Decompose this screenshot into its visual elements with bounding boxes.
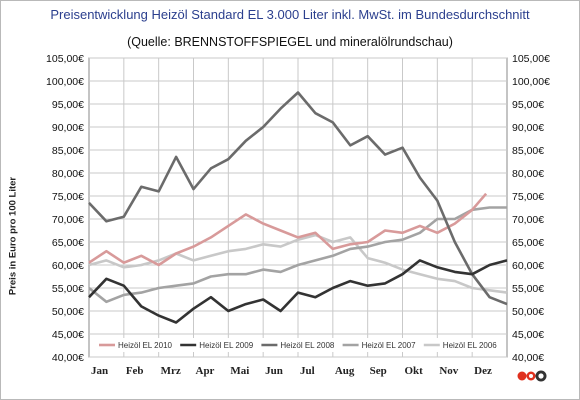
y-tick-label-left: 50,00€ — [52, 306, 84, 318]
y-tick-label-left: 70,00€ — [52, 214, 84, 226]
series-lines — [88, 91, 508, 324]
x-tick-label: Jul — [300, 365, 315, 377]
x-tick-label: Dez — [474, 365, 492, 377]
y-tick-label-left: 40,00€ — [52, 352, 84, 364]
series-line-3 — [88, 206, 507, 304]
legend-background — [95, 338, 501, 352]
series-line-1 — [88, 259, 508, 324]
y-tick-label-left: 95,00€ — [52, 99, 84, 111]
y-tick-label-right: 45,00€ — [512, 329, 544, 341]
y-tick-label-right: 105,00€ — [512, 53, 550, 65]
y-tick-label-right: 75,00€ — [512, 191, 544, 203]
x-tick-label: Jan — [91, 365, 108, 377]
x-tick-label: Mrz — [161, 365, 181, 377]
x-tick-label: Okt — [405, 365, 424, 377]
y-tick-label-left: 80,00€ — [52, 168, 84, 180]
y-tick-label-right: 80,00€ — [512, 168, 544, 180]
y-tick-label-right: 60,00€ — [512, 260, 544, 272]
y-tick-label-right: 40,00€ — [512, 352, 544, 364]
x-tick-label: Apr — [196, 365, 215, 377]
y-tick-label-left: 45,00€ — [52, 329, 84, 341]
x-tick-labels: Jan Feb Mrz Apr Mai Jun Jul Aug Sep Okt Nov Dez — [91, 365, 492, 377]
legend-label: Heizöl EL 2008 — [280, 341, 335, 350]
y-tick-label-right: 100,00€ — [512, 76, 550, 88]
y-tick-label-right: 65,00€ — [512, 237, 544, 249]
x-tick-label: Nov — [439, 365, 458, 377]
legend: Heizöl EL 2010 Heizöl EL 2009 Heizöl EL 20… — [95, 338, 501, 352]
y-tick-label-right: 50,00€ — [512, 306, 544, 318]
legend-label: Heizöl EL 2010 — [118, 341, 173, 350]
y-tick-label-right: 70,00€ — [512, 214, 544, 226]
chart-subtitle: (Quelle: BRENNSTOFFSPIEGEL und mineralöl… — [127, 35, 453, 49]
y-tick-label-left: 55,00€ — [52, 283, 84, 295]
y-tick-label-left: 90,00€ — [52, 122, 84, 134]
x-tick-label: Aug — [335, 365, 355, 377]
y-tick-labels-right: 40,00€ 45,00€ 50,00€ 55,00€ 60,00€ 65,00€ 70,0… — [512, 53, 550, 364]
y-tick-label-left: 65,00€ — [52, 237, 84, 249]
series-line-4 — [88, 233, 508, 294]
x-tick-label: Mai — [230, 365, 249, 377]
brennstoffspiegel-logo-icon — [517, 370, 547, 382]
y-tick-label-left: 85,00€ — [52, 145, 84, 157]
y-tick-label-right: 55,00€ — [512, 283, 544, 295]
x-tick-label: Jun — [265, 365, 283, 377]
legend-label: Heizöl EL 2007 — [362, 341, 417, 350]
y-tick-label-left: 105,00€ — [46, 53, 84, 65]
y-tick-label-right: 85,00€ — [512, 145, 544, 157]
series-line-0 — [88, 192, 488, 267]
y-tick-labels-left: 40,00€ 45,00€ 50,00€ 55,00€ 60,00€ 65,00€ 70,0… — [46, 53, 84, 364]
x-tick-label: Sep — [370, 365, 387, 377]
y-tick-label-left: 100,00€ — [46, 76, 84, 88]
y-tick-label-right: 90,00€ — [512, 122, 544, 134]
legend-label: Heizöl EL 2006 — [443, 341, 498, 350]
y-tick-label-left: 75,00€ — [52, 191, 84, 203]
y-tick-label-left: 60,00€ — [52, 260, 84, 272]
chart-title: Preisentwicklung Heizöl Standard EL 3.00… — [50, 7, 530, 22]
legend-label: Heizöl EL 2009 — [199, 341, 254, 350]
series-line-2 — [88, 91, 508, 306]
y-tick-label-right: 95,00€ — [512, 99, 544, 111]
x-tick-label: Feb — [126, 365, 144, 377]
